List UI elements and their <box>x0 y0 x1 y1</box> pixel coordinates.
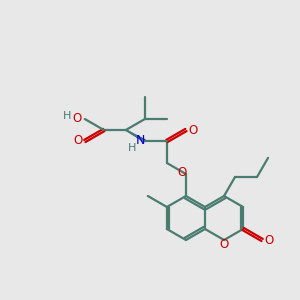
Text: H: H <box>128 143 136 153</box>
Text: O: O <box>219 238 229 251</box>
Text: O: O <box>177 167 187 179</box>
Polygon shape <box>126 130 146 142</box>
Text: O: O <box>265 233 274 247</box>
Text: O: O <box>73 134 83 148</box>
Text: N: N <box>136 134 146 148</box>
Text: O: O <box>72 112 81 125</box>
Text: H: H <box>63 111 71 121</box>
Text: O: O <box>188 124 198 136</box>
